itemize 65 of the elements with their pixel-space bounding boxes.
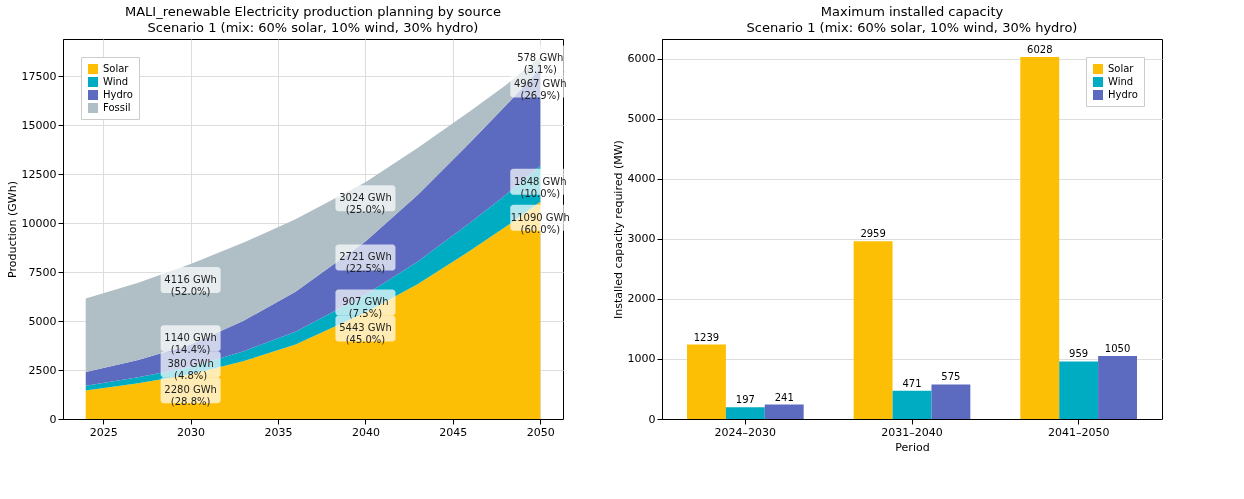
x-tick-label: 2030 (177, 425, 206, 439)
legend-label: Wind (1108, 76, 1134, 87)
bar (1098, 355, 1137, 419)
bar (892, 390, 932, 419)
x-tick-label: 2045 (439, 425, 468, 439)
y-tick-label: 1000 (627, 352, 656, 366)
bar (853, 241, 893, 419)
y-tick-label: 2500 (28, 363, 57, 377)
y-axis-title: Installed capacity required (MW) (611, 140, 625, 319)
y-tick-label: 10000 (21, 216, 57, 230)
y-tick-label: 5000 (28, 314, 57, 328)
chart-subtitle: Scenario 1 (mix: 60% solar, 10% wind, 30% hydro) (147, 20, 479, 35)
data-label: 907 GWh (7.5%) (342, 296, 389, 320)
data-label: 1140 GWh (14.4%) (164, 332, 217, 356)
data-label: 197 (735, 394, 755, 406)
bar (687, 344, 726, 419)
data-label: 6028 (1027, 44, 1053, 56)
x-tick-label: 2050 (526, 425, 555, 439)
data-label: 4116 GWh (52.0%) (164, 274, 217, 297)
legend-label: Hydro (103, 89, 133, 100)
chart-subtitle: Scenario 1 (mix: 60% solar, 10% wind, 30% hydro) (746, 20, 1078, 35)
chart-title: Maximum installed capacity (820, 4, 1004, 19)
data-label: 575 (941, 371, 961, 383)
chart-title: MALI_renewable Electricity production planning by source (124, 4, 502, 19)
y-tick-label: 15000 (21, 118, 57, 132)
x-axis-title: Period (895, 440, 930, 454)
y-tick-label: 7500 (28, 265, 57, 279)
x-tick-label: 2040 (351, 425, 380, 439)
y-tick-label: 0 (49, 412, 57, 426)
y-tick-label: 12500 (21, 167, 57, 181)
legend-label: Solar (1108, 63, 1135, 74)
y-axis-title: Production (GWh) (5, 181, 19, 278)
y-tick-label: 5000 (627, 112, 656, 126)
data-label: 1050 (1104, 342, 1131, 354)
y-tick-label: 3000 (627, 232, 656, 246)
data-label: 959 (1069, 348, 1089, 360)
legend-label: Fossil (103, 102, 131, 113)
y-tick-label: 0 (648, 412, 656, 426)
data-label: 1239 (693, 331, 720, 343)
x-tick-label: 2041–2050 (1047, 425, 1110, 439)
data-label: 380 GWh (4.8%) (167, 358, 214, 382)
x-tick-label: 2035 (264, 425, 293, 439)
data-label: 11090 GWh (60.0%) (510, 211, 570, 235)
bar (1020, 57, 1060, 419)
bar (1059, 361, 1099, 419)
data-label: 3024 GWh (25.0%) (339, 192, 392, 216)
bar (931, 384, 971, 419)
x-tick-label: 2024–2030 (714, 425, 777, 439)
y-tick-label: 17500 (21, 69, 57, 83)
data-label: 578 GWh (3.1%) (517, 52, 564, 76)
data-label: 241 (774, 391, 794, 403)
data-label: 1848 GWh (10.0%) (513, 175, 567, 199)
y-tick-label: 4000 (627, 172, 656, 186)
bar (764, 404, 804, 419)
y-tick-label: 6000 (627, 52, 656, 66)
x-tick-label: 2031–2040 (881, 425, 943, 439)
data-label: 4967 GWh (26.9%) (513, 78, 567, 102)
legend-label: Solar (103, 63, 130, 74)
data-label: 2959 (860, 228, 886, 240)
bar (725, 407, 765, 419)
legend-label: Wind (103, 76, 129, 87)
data-label: 471 (902, 377, 922, 389)
y-tick-label: 2000 (627, 292, 656, 306)
legend-label: Hydro (1108, 89, 1138, 100)
x-tick-label: 2025 (89, 425, 118, 439)
